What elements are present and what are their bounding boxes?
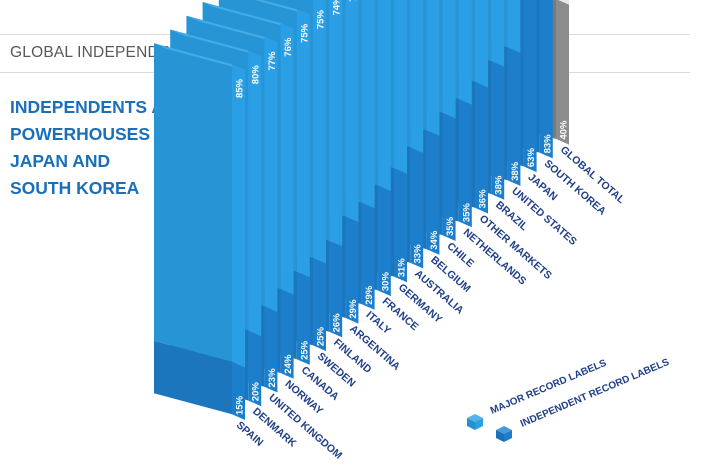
bar-major bbox=[507, 0, 521, 53]
data-label-major: 85% bbox=[235, 78, 246, 98]
bar-major bbox=[558, 0, 569, 5]
headline-line: SOUTH KOREA bbox=[10, 178, 140, 198]
data-label-independent: 63% bbox=[526, 148, 537, 168]
data-label-independent: 35% bbox=[461, 203, 472, 223]
legend-swatch-side bbox=[467, 418, 475, 430]
bar-independent bbox=[248, 330, 262, 407]
bar-independent bbox=[491, 61, 505, 200]
data-label-major: 80% bbox=[251, 65, 262, 85]
bar-side-independent bbox=[154, 340, 232, 415]
bar-major bbox=[280, 23, 294, 295]
data-label-major: 75% bbox=[299, 23, 310, 43]
data-label-independent: 15% bbox=[235, 395, 246, 415]
bar-independent bbox=[280, 289, 294, 379]
bar-major bbox=[264, 36, 278, 313]
bar-independent bbox=[507, 47, 521, 186]
bar-major bbox=[232, 64, 245, 368]
bar-major bbox=[329, 0, 343, 247]
data-label-independent: 30% bbox=[380, 272, 391, 292]
bar-independent bbox=[539, 0, 553, 159]
bar-independent bbox=[475, 81, 488, 214]
bar-major bbox=[313, 0, 326, 264]
headline-line: INDEPENDENTS ARE bbox=[10, 97, 189, 117]
data-label-independent: 40% bbox=[559, 120, 570, 140]
legend-swatch-side bbox=[496, 430, 504, 442]
bar-independent bbox=[523, 0, 537, 173]
data-label-major: 75% bbox=[316, 10, 327, 30]
data-label-independent: 38% bbox=[494, 175, 505, 195]
bar-independent bbox=[232, 361, 245, 420]
bar-major bbox=[345, 0, 359, 223]
data-label-independent: 38% bbox=[510, 161, 521, 181]
bar-major bbox=[377, 0, 391, 192]
bar-top bbox=[254, 0, 310, 15]
data-label-independent: 29% bbox=[348, 299, 359, 319]
data-label-independent: 25% bbox=[299, 340, 310, 360]
data-label-independent: 31% bbox=[397, 258, 408, 278]
data-label-independent: 35% bbox=[445, 216, 456, 236]
data-label-independent: 25% bbox=[316, 327, 327, 347]
bar-independent bbox=[313, 257, 326, 352]
bar-side-major bbox=[154, 43, 232, 362]
bar-top bbox=[202, 2, 294, 29]
bar-major bbox=[426, 0, 440, 136]
bar-independent bbox=[329, 240, 343, 338]
bar-independent bbox=[296, 271, 310, 365]
data-label-independent: 26% bbox=[332, 313, 343, 333]
bar-independent bbox=[458, 99, 472, 228]
bar-independent bbox=[377, 185, 391, 297]
data-label-independent: 36% bbox=[478, 189, 489, 209]
data-label-independent: 24% bbox=[283, 354, 294, 374]
bar-major bbox=[361, 0, 375, 209]
data-label-independent: 34% bbox=[429, 230, 440, 250]
legend-swatch-front bbox=[475, 418, 483, 430]
bar-major bbox=[394, 0, 407, 174]
bar-major bbox=[442, 0, 456, 119]
bar-top bbox=[154, 43, 245, 70]
bar-independent bbox=[264, 306, 278, 393]
bar-major bbox=[248, 50, 262, 337]
bar-independent bbox=[394, 168, 407, 283]
data-label-independent: 29% bbox=[364, 285, 375, 305]
data-label-independent: 20% bbox=[251, 382, 262, 402]
bar-independent bbox=[361, 202, 375, 310]
bar-major bbox=[296, 9, 310, 278]
headline-line: POWERHOUSES IN bbox=[10, 124, 173, 144]
legend-swatch-front bbox=[504, 430, 512, 442]
bar-independent bbox=[410, 147, 424, 269]
bar-independent bbox=[556, 0, 569, 145]
headline: INDEPENDENTS ARE POWERHOUSES IN JAPAN AN… bbox=[10, 94, 188, 202]
bar-top bbox=[186, 15, 278, 43]
bar-major bbox=[475, 0, 488, 88]
data-label-independent: 83% bbox=[542, 134, 553, 154]
bar-top bbox=[170, 29, 262, 57]
bar-independent bbox=[442, 112, 456, 241]
headline-line: JAPAN AND bbox=[10, 151, 111, 171]
data-label-independent: 33% bbox=[413, 244, 424, 264]
data-label-major: 74% bbox=[332, 0, 343, 15]
data-label-independent: 23% bbox=[267, 368, 278, 388]
data-label-major: 71% bbox=[348, 0, 359, 2]
data-label-major: 76% bbox=[283, 37, 294, 57]
bar-independent bbox=[345, 216, 359, 324]
bar-major bbox=[458, 0, 472, 105]
bar-independent bbox=[426, 130, 440, 255]
data-label-major: 77% bbox=[267, 51, 278, 71]
bar-major bbox=[491, 0, 505, 67]
bar-major bbox=[410, 0, 424, 153]
